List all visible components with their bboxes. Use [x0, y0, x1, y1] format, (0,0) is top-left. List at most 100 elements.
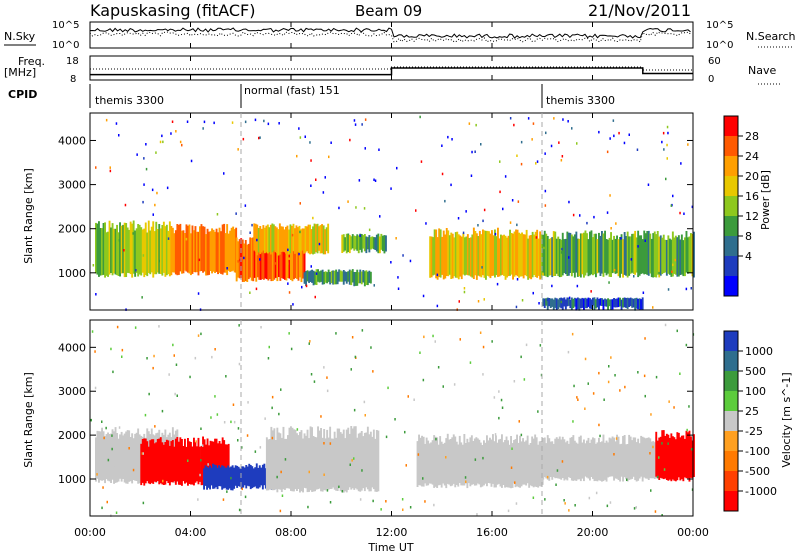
velocity-stripe [558, 436, 561, 479]
velocity-stripe [493, 441, 496, 488]
velocity-stripe [177, 441, 180, 485]
power-stripe [211, 228, 213, 274]
velocity-speckle [115, 511, 118, 514]
power-stripe [253, 243, 256, 278]
power-stripe [552, 299, 555, 311]
power-stripe [554, 297, 557, 308]
power-stripe [135, 228, 138, 273]
power-stripe [262, 243, 265, 280]
velocity-speckle [101, 420, 103, 423]
power-stripe [282, 226, 284, 252]
power-stripe [540, 234, 543, 279]
velocity-stripe [114, 427, 117, 483]
velocity-speckle [200, 427, 202, 430]
velocity-stripe [510, 436, 512, 489]
power-speckle [620, 237, 622, 240]
power-speckle [551, 284, 553, 288]
power-speckle [543, 246, 545, 250]
power-speckle [143, 183, 145, 186]
power-speckle [328, 155, 330, 159]
velocity-stripe [631, 440, 634, 479]
power-colorbar: 28 24 20 16 12 8 4 Power [dB] [723, 115, 772, 297]
power-speckle [504, 175, 507, 178]
power-stripe [497, 227, 499, 277]
power-speckle [516, 223, 518, 227]
velocity-stripe [665, 433, 668, 480]
power-speckle [475, 123, 477, 127]
power-stripe [664, 239, 667, 273]
power-speckle [436, 273, 439, 277]
power-stripe [372, 237, 375, 250]
power-speckle [330, 141, 332, 144]
power-speckle [223, 172, 225, 175]
power-stripe [628, 298, 631, 307]
power-stripe [592, 297, 594, 306]
velocity-ytick-label: 1000 [58, 473, 86, 486]
velocity-stripe [548, 438, 551, 481]
velocity-speckle [195, 440, 197, 443]
velocity-speckle [613, 453, 615, 456]
velocity-stripe [164, 442, 167, 485]
power-stripe [193, 230, 195, 272]
velocity-stripe [437, 444, 440, 486]
velocity-speckle [652, 445, 654, 449]
power-colorbar-frame [723, 115, 739, 297]
power-speckle [606, 150, 609, 154]
power-stripe [536, 229, 539, 278]
power-stripe [380, 233, 383, 250]
velocity-speckle [326, 376, 328, 379]
velocity-speckle [238, 508, 241, 512]
power-stripe [214, 231, 216, 273]
velocity-colorbar-cell [724, 351, 738, 372]
velocity-stripe [123, 433, 126, 483]
power-speckle [142, 200, 144, 204]
velocity-speckle [494, 433, 497, 436]
velocity-speckle [507, 443, 509, 446]
power-stripe [150, 226, 153, 273]
power-stripe [584, 230, 587, 276]
velocity-speckle [350, 368, 352, 371]
velocity-stripe [149, 440, 152, 485]
power-stripe [314, 271, 316, 285]
velocity-speckle [598, 423, 600, 427]
velocity-stripe [366, 426, 369, 490]
velocity-stripe [566, 440, 569, 481]
velocity-stripe [662, 430, 665, 480]
velocity-speckle [537, 410, 539, 413]
power-stripe [566, 231, 569, 276]
power-stripe [348, 234, 351, 254]
power-stripe [342, 270, 345, 285]
power-colorbar-cell [724, 136, 738, 157]
velocity-speckle [307, 505, 309, 509]
velocity-speckle [474, 458, 477, 461]
velocity-stripe [344, 438, 347, 492]
power-stripe [259, 226, 262, 255]
power-stripe [631, 298, 634, 308]
velocity-stripe [545, 443, 548, 479]
power-speckle [359, 234, 361, 237]
velocity-stripe [607, 442, 609, 478]
power-speckle [683, 212, 685, 215]
velocity-speckle [532, 496, 535, 499]
power-stripe [459, 235, 462, 277]
power-stripe [616, 235, 618, 274]
power-stripe [271, 223, 274, 253]
power-speckle [171, 120, 174, 123]
power-stripe [265, 225, 268, 253]
power-speckle [419, 115, 421, 119]
velocity-speckle [513, 380, 516, 383]
power-speckle [579, 214, 581, 217]
power-speckle [561, 247, 563, 251]
power-stripe [626, 231, 629, 278]
power-stripe [99, 228, 102, 276]
power-stripe [548, 239, 551, 276]
velocity-stripe [332, 438, 335, 488]
x-tick-label: 00:00 [677, 526, 709, 539]
velocity-stripe [188, 441, 191, 484]
velocity-speckle [657, 475, 659, 479]
power-stripe [448, 235, 451, 275]
power-stripe [641, 239, 644, 274]
power-speckle [136, 153, 138, 156]
velocity-speckle [588, 496, 591, 500]
power-ytick-label: 2000 [58, 223, 86, 236]
